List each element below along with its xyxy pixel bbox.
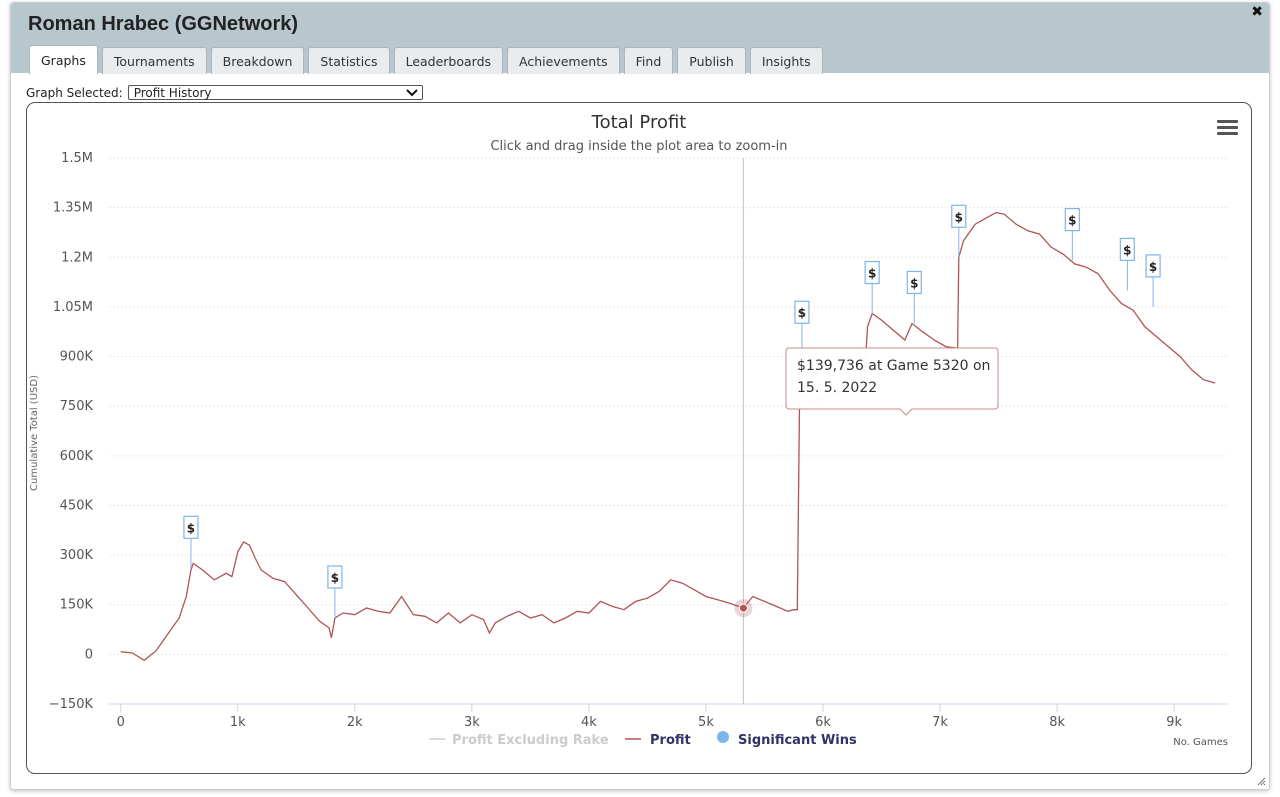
flag-dollar-label: $ bbox=[910, 276, 918, 290]
legend-item-profit[interactable]: Profit bbox=[625, 733, 691, 748]
x-tick-label: 1k bbox=[230, 715, 246, 730]
profit-series-line bbox=[120, 211, 1216, 662]
graph-select-value: Profit History bbox=[133, 85, 212, 100]
significant-win-flag bbox=[864, 260, 880, 285]
flag-dollar-label: $ bbox=[955, 210, 963, 224]
flag-dollar-label: $ bbox=[868, 267, 876, 281]
chart-legend: Profit Excluding Rake Profit Significant… bbox=[429, 731, 857, 748]
tooltip-line-2: 15. 5. 2022 bbox=[797, 380, 877, 396]
y-tick-label: 1.5M bbox=[61, 151, 93, 166]
player-dialog: Roman Hrabec (GGNetwork) ✖ Graphs Tourna… bbox=[10, 2, 1270, 790]
x-tick-label: 6k bbox=[815, 715, 831, 730]
tab-achievements[interactable]: Achievements bbox=[507, 47, 620, 74]
tab-graphs[interactable]: Graphs bbox=[29, 45, 98, 74]
y-tick-label: 900K bbox=[60, 350, 94, 365]
tab-leaderboards[interactable]: Leaderboards bbox=[393, 47, 504, 74]
y-tick-label: 150K bbox=[60, 598, 94, 613]
y-tick-label: 600K bbox=[60, 449, 94, 464]
legend-item-significant-wins[interactable]: Significant Wins bbox=[717, 731, 857, 748]
resize-handle-icon[interactable] bbox=[1256, 776, 1266, 786]
y-tick-label: 750K bbox=[60, 399, 94, 414]
chart-subtitle: Click and drag inside the plot area to z… bbox=[490, 139, 787, 154]
series-layer bbox=[120, 211, 1216, 662]
significant-win-flag bbox=[794, 300, 810, 324]
grid-lines bbox=[109, 157, 1228, 705]
x-tick-label: 0 bbox=[117, 715, 125, 730]
hamburger-menu-icon[interactable] bbox=[1217, 120, 1238, 135]
significant-win-flag bbox=[183, 515, 199, 539]
flag-dollar-label: $ bbox=[798, 306, 806, 320]
y-axis-ticks: −150K 0 150K 300K 450K 600K 750K 900K 1.05M 1.2M 1… bbox=[49, 151, 94, 712]
y-tick-label: 1.2M bbox=[61, 250, 93, 265]
y-tick-label: 1.05M bbox=[53, 300, 93, 315]
title-bar: Roman Hrabec (GGNetwork) ✖ Graphs Tourna… bbox=[11, 3, 1269, 74]
x-axis-title: No. Games bbox=[1173, 737, 1228, 748]
y-axis-title: Cumulative Total (USD) bbox=[29, 375, 40, 491]
x-tick-label: 3k bbox=[464, 715, 480, 730]
flag-dollar-label: $ bbox=[331, 571, 339, 585]
crosshair-layer bbox=[734, 158, 753, 704]
legend-label-significant-wins: Significant Wins bbox=[738, 733, 857, 748]
tooltip-line-1: $139,736 at Game 5320 on bbox=[797, 358, 990, 374]
flag-dollar-label: $ bbox=[187, 521, 195, 535]
legend-item-profit-excluding-rake[interactable]: Profit Excluding Rake bbox=[429, 733, 609, 748]
significant-win-flag bbox=[1119, 237, 1135, 261]
highlight-point bbox=[738, 603, 748, 613]
tab-tournaments[interactable]: Tournaments bbox=[101, 47, 207, 74]
dialog-title: Roman Hrabec (GGNetwork) bbox=[28, 13, 299, 35]
x-tick-label: 4k bbox=[581, 715, 597, 730]
x-tick-label: 2k bbox=[347, 715, 363, 730]
profit-chart[interactable]: −150K 0 150K 300K 450K 600K 750K 900K 1.05M 1.2M 1… bbox=[27, 103, 1251, 773]
chart-title: Total Profit bbox=[591, 112, 687, 133]
significant-win-flag bbox=[951, 204, 967, 228]
flag-dollar-label: $ bbox=[1123, 243, 1131, 257]
x-tick-label: 9k bbox=[1166, 715, 1182, 730]
y-tick-label: 0 bbox=[85, 647, 93, 662]
legend-label-profit: Profit bbox=[650, 733, 691, 748]
x-tick-label: 7k bbox=[932, 715, 948, 730]
y-tick-label: −150K bbox=[49, 697, 94, 712]
x-tick-label: 8k bbox=[1049, 715, 1065, 730]
significant-win-flag bbox=[327, 565, 343, 589]
significant-win-flag bbox=[1145, 254, 1161, 278]
tab-publish[interactable]: Publish bbox=[677, 47, 746, 74]
chart-container[interactable]: −150K 0 150K 300K 450K 600K 750K 900K 1.05M 1.2M 1… bbox=[26, 102, 1252, 774]
graph-select[interactable]: Profit History bbox=[127, 85, 423, 100]
legend-label-profit-excluding-rake: Profit Excluding Rake bbox=[452, 733, 609, 748]
y-tick-label: 300K bbox=[60, 548, 94, 563]
tab-find[interactable]: Find bbox=[623, 47, 674, 74]
tab-statistics[interactable]: Statistics bbox=[308, 47, 390, 74]
close-icon[interactable]: ✖ bbox=[1251, 4, 1263, 20]
graph-selector-row: Graph Selected: Profit History bbox=[26, 85, 423, 100]
data-tooltip: $139,736 at Game 5320 on 15. 5. 2022 bbox=[785, 347, 999, 416]
significant-win-flags: $ $ $ $ $ $ $ $ $ bbox=[183, 204, 1161, 618]
graph-selector-label: Graph Selected: bbox=[26, 85, 123, 100]
y-tick-label: 450K bbox=[60, 498, 94, 513]
tab-bar: Graphs Tournaments Breakdown Statistics … bbox=[29, 45, 823, 74]
significant-win-flag bbox=[1064, 207, 1080, 232]
tab-breakdown[interactable]: Breakdown bbox=[210, 47, 305, 74]
x-tick-label: 5k bbox=[698, 715, 714, 730]
flag-dollar-label: $ bbox=[1149, 260, 1157, 274]
tab-insights[interactable]: Insights bbox=[749, 47, 823, 74]
flag-dollar-label: $ bbox=[1068, 214, 1076, 228]
x-axis-ticks: 0 1k 2k 3k 4k 5k 6k 7k 8k 9k bbox=[117, 704, 1183, 730]
chevron-down-icon bbox=[405, 88, 418, 96]
significant-win-flag bbox=[906, 270, 922, 295]
y-tick-label: 1.35M bbox=[53, 201, 93, 216]
